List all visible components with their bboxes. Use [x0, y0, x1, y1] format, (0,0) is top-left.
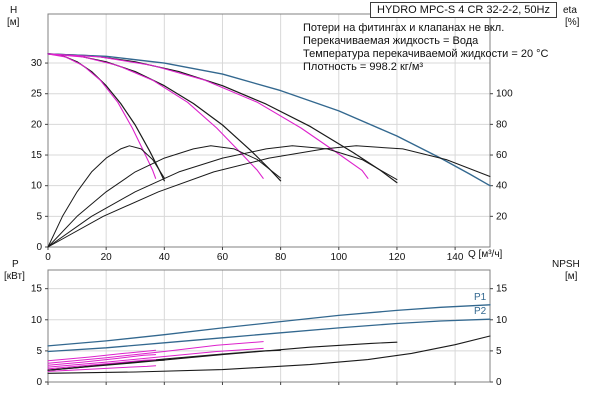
x-tick-label: 80: [275, 252, 287, 263]
y-tick-label-right: 80: [496, 119, 508, 130]
x-tick-label: 60: [217, 252, 229, 263]
gridlines: [48, 14, 490, 247]
chart-title: HYDRO MPC-S 4 CR 32-2-2, 50Hz: [370, 2, 557, 18]
power-limit-4: [47, 341, 264, 364]
y-tick-label-left: 20: [31, 119, 43, 130]
x-tick-label: 100: [330, 252, 347, 263]
npsh-axis-name: NPSH: [552, 259, 580, 270]
h-axis-unit: [м]: [7, 17, 20, 28]
efficiency-curve-1: [47, 145, 165, 248]
y-tick-label-left: 0: [36, 242, 42, 253]
eta-axis-name: eta: [563, 5, 577, 16]
y-tick-label-left: 10: [31, 181, 43, 192]
y-tick-label-left: 25: [31, 89, 43, 100]
y-tick-label-left: 15: [31, 284, 43, 295]
p-axis-name: P: [12, 259, 19, 270]
efficiency-curve-2: [47, 145, 282, 248]
annotation-line: Плотность = 998.2 кг/м³: [303, 61, 424, 73]
control-curve-1: [47, 53, 157, 179]
y-tick-label-left: 5: [36, 346, 42, 357]
y-tick-label-right: 10: [496, 315, 508, 326]
power-p2: [47, 318, 491, 353]
annotation-line: Перекачиваемая жидкость = Вода: [303, 35, 479, 47]
npsh-curve: [47, 335, 491, 374]
power-p1: [47, 304, 491, 347]
x-tick-label: 120: [389, 252, 406, 263]
series-end-label: P1: [474, 292, 487, 303]
power-limit-5: [47, 365, 157, 372]
power-limit-3: [47, 347, 264, 368]
annotation-line: Температура перекачиваемой жидкости = 20…: [303, 48, 549, 60]
plot-frame: [47, 13, 491, 248]
pump-curve-4-max: [47, 53, 491, 187]
x-tick-label: 20: [101, 252, 113, 263]
control-curve-2: [47, 53, 264, 179]
q-axis-label: Q [м³/ч]: [468, 249, 503, 260]
efficiency-curve-3: [47, 145, 398, 248]
chart-area-1: 0 5 10 15 0 5 10 15 P1 P2: [31, 269, 508, 388]
y-tick-label-right: 100: [496, 89, 513, 100]
npsh-axis-unit: [м]: [565, 271, 578, 282]
tick-labels: 0 5 10 15 0 5 10 15: [31, 284, 508, 388]
chart-annotations: Потери на фитингах и клапанах не вкл. Пе…: [303, 22, 548, 74]
efficiency-curve-4: [47, 145, 491, 248]
annotation-line: Потери на фитингах и клапанах не вкл.: [303, 22, 505, 34]
control-curve-3: [47, 53, 369, 179]
y-tick-label-right: 40: [496, 181, 508, 192]
y-tick-label-right: 20: [496, 211, 508, 222]
gridlines: [48, 270, 490, 382]
y-tick-label-right: 15: [496, 284, 508, 295]
y-tick-label-left: 5: [36, 211, 42, 222]
y-tick-label-left: 10: [31, 315, 43, 326]
x-tick-label: 0: [45, 252, 51, 263]
chart-area-0: 0 20 40 60 80 100 120 140 0 5 10 15 20 25 30 20 40 60 80 10…: [31, 13, 513, 263]
power-limit-6: [47, 349, 157, 362]
plot-frame: [47, 269, 491, 383]
y-tick-label-right: 0: [496, 377, 502, 388]
series-end-label: P2: [474, 306, 487, 317]
tick-labels: 0 20 40 60 80 100 120 140 0 5 10 15 20 25 30 20 40 60 80 10…: [31, 58, 513, 263]
y-tick-label-left: 30: [31, 58, 43, 69]
x-tick-label: 40: [159, 252, 171, 263]
y-tick-label-right: 5: [496, 346, 502, 357]
eta-axis-unit: [%]: [565, 17, 580, 28]
power-limit-1: [47, 359, 157, 370]
p-axis-unit: [кВт]: [4, 271, 25, 282]
y-tick-label-left: 15: [31, 150, 43, 161]
y-tick-label-right: 60: [496, 150, 508, 161]
h-axis-name: H: [10, 5, 18, 16]
x-tick-label: 140: [447, 252, 464, 263]
power-curve-3: [47, 341, 398, 371]
power-limit-2: [47, 354, 157, 366]
y-tick-label-left: 0: [36, 377, 42, 388]
